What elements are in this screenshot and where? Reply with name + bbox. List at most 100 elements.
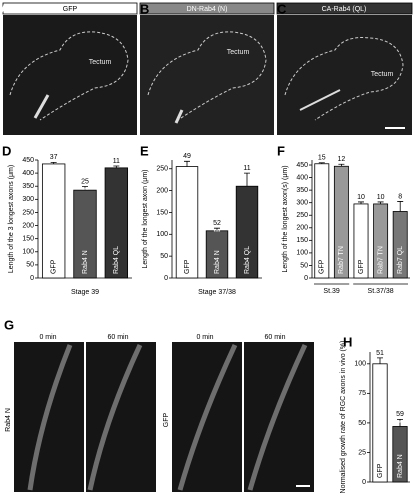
- y-tick-label: 300: [22, 196, 34, 203]
- region-label: Tectum: [371, 71, 394, 78]
- y-tick-label: 150: [296, 237, 308, 244]
- y-tick-label: 200: [296, 225, 308, 232]
- panel-g: G 0 min 60 min 0 min 60 min Rab4 N GFP: [4, 317, 314, 492]
- panel-a: GFP Tectum A: [0, 1, 138, 135]
- n-label: 8: [398, 193, 402, 200]
- y-tick-label: 100: [354, 361, 366, 368]
- bar-label: GFP: [377, 463, 384, 478]
- panel-letter: A: [0, 1, 10, 16]
- error-bar: [82, 186, 88, 191]
- error-bar: [377, 201, 384, 204]
- header: DN-Rab4 (N): [187, 6, 228, 13]
- axon: [33, 94, 50, 119]
- group-label: St.39: [323, 288, 339, 295]
- y-tick-label: 25: [358, 449, 366, 456]
- x-axis-label: Stage 37/38: [198, 289, 236, 296]
- y-tick-label: 0: [362, 479, 366, 486]
- y-tick-label: 200: [156, 187, 168, 194]
- y-tick-label: 150: [156, 209, 168, 216]
- n-label: 10: [357, 194, 365, 201]
- y-tick-label: 300: [296, 200, 308, 207]
- y-tick-label: 100: [156, 231, 168, 238]
- y-tick-label: 150: [22, 236, 34, 243]
- significance: ***: [396, 421, 404, 427]
- y-axis-label: Normalised growth rate of RGC axons in v…: [340, 341, 347, 494]
- bar-label: Rab4 N: [214, 250, 221, 274]
- panel-letter: H: [343, 334, 352, 349]
- y-tick-label: 100: [296, 250, 308, 257]
- micrograph: [14, 342, 84, 492]
- y-tick-label: 350: [22, 183, 34, 190]
- bar-label: GFP: [184, 259, 191, 274]
- n-label: 25: [81, 178, 89, 185]
- error-bar: [377, 357, 383, 364]
- condition-label: Rab4 N: [5, 408, 12, 432]
- y-tick-label: 250: [22, 209, 34, 216]
- outline: [284, 37, 404, 121]
- error-bar: [214, 227, 220, 231]
- panel-letter: B: [140, 1, 149, 16]
- axon: [174, 109, 184, 124]
- y-tick-label: 0: [304, 275, 308, 282]
- header: GFP: [63, 6, 78, 13]
- n-label: 11: [243, 165, 250, 172]
- header-box: [139, 2, 275, 15]
- bar-label: Rab4 N: [82, 250, 89, 274]
- error-bar: [50, 161, 57, 164]
- panel-b: DN-Rab4 (N) Tectum B: [139, 1, 275, 135]
- error-bar: [397, 201, 404, 212]
- error-bar: [338, 163, 345, 167]
- n-label: 12: [338, 156, 346, 163]
- bar-label: Rab7 QL: [397, 246, 404, 274]
- y-tick-label: 250: [156, 166, 168, 173]
- bar-label: GFP: [319, 259, 326, 274]
- n-label: 52: [213, 220, 221, 227]
- y-tick-label: 200: [22, 222, 34, 229]
- group-label: St.37/38: [368, 288, 394, 295]
- error-bar: [358, 201, 364, 204]
- error-bar: [184, 160, 190, 167]
- bar-label: Rab4 N: [397, 454, 404, 478]
- error-bar: [244, 172, 250, 187]
- time-label: 0 min: [39, 334, 56, 341]
- bar-label: Rab7 TN: [377, 246, 384, 274]
- region-label: Tectum: [227, 49, 250, 56]
- time-label: 0 min: [196, 334, 213, 341]
- y-tick-label: 450: [22, 157, 34, 164]
- outline: [9, 31, 129, 121]
- n-label: 10: [377, 194, 385, 201]
- n-label: 49: [183, 153, 191, 160]
- y-tick-label: 400: [296, 174, 308, 181]
- time-label: 60 min: [264, 334, 285, 341]
- n-label: 11: [113, 158, 120, 165]
- time-label: 60 min: [107, 334, 128, 341]
- y-tick-label: 450: [296, 162, 308, 169]
- panel-letter: C: [277, 1, 287, 16]
- bar-label: Rab4 QL: [113, 246, 120, 274]
- panel-letter: D: [2, 143, 11, 158]
- panel-c: CA-Rab4 (QL) Tectum C: [276, 1, 413, 135]
- y-tick-label: 350: [296, 187, 308, 194]
- micrograph: [3, 15, 137, 135]
- n-label: 15: [318, 155, 326, 162]
- x-axis-label: Stage 39: [71, 289, 99, 296]
- y-axis-label: Length of the longest axon (μm): [142, 170, 149, 269]
- error-bar: [397, 418, 403, 427]
- y-tick-label: 50: [358, 420, 366, 427]
- header-box: [276, 2, 413, 15]
- header: CA-Rab4 (QL): [322, 6, 367, 13]
- n-label: 37: [50, 154, 58, 161]
- y-axis-label: Length of the 3 longest axons (μm): [8, 165, 15, 273]
- header-box: [2, 2, 138, 15]
- bar-label: Rab7 TN: [338, 246, 345, 274]
- error-bar: [113, 165, 120, 168]
- n-label: 59: [396, 411, 404, 418]
- y-tick-label: 100: [22, 249, 34, 256]
- bar-label: GFP: [358, 259, 365, 274]
- panel-letter: F: [277, 143, 285, 158]
- axon: [299, 89, 341, 111]
- significance: ***: [81, 188, 89, 194]
- micrograph: [277, 15, 412, 135]
- micrograph: [140, 15, 274, 135]
